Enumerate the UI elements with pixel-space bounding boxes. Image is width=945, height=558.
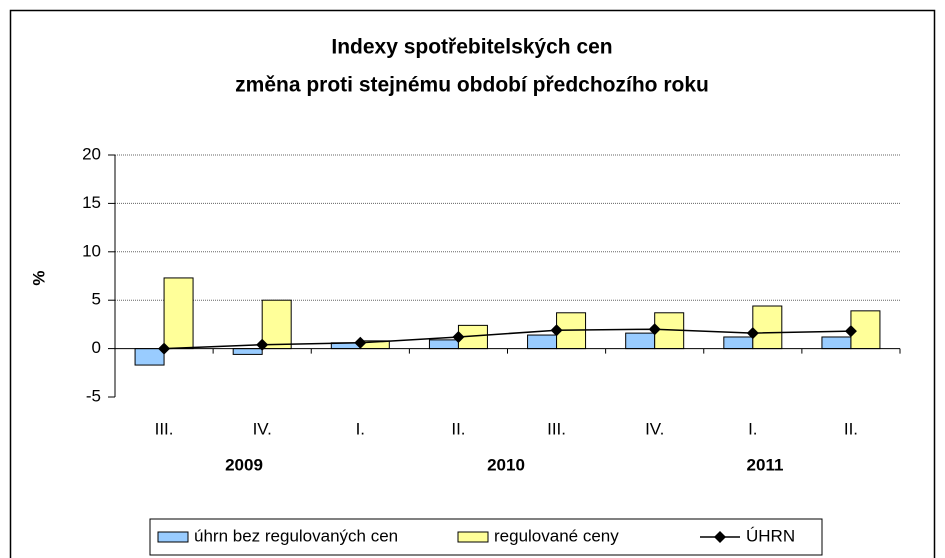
bar — [527, 334, 558, 350]
chart-subtitle: změna proti stejnému období předchozího … — [235, 74, 709, 97]
bar — [428, 339, 459, 350]
legend-marker — [714, 531, 726, 543]
bar — [625, 332, 656, 350]
year-label: 2010 — [487, 455, 525, 474]
x-tick-label: II. — [844, 419, 858, 438]
legend-label: ÚHRN — [746, 526, 795, 545]
y-tick-label: 5 — [92, 290, 101, 309]
bar — [752, 305, 783, 350]
x-tick-label: II. — [451, 419, 465, 438]
y-tick-label: 20 — [82, 144, 101, 163]
bar — [163, 277, 194, 350]
y-tick-label: 15 — [82, 193, 101, 212]
x-tick-label: IV. — [645, 419, 664, 438]
bar — [821, 336, 852, 350]
marker — [256, 338, 269, 351]
marker — [648, 323, 661, 336]
year-label: 2011 — [747, 455, 784, 474]
x-tick-label: III. — [547, 419, 566, 438]
legend-label: regulované ceny — [494, 526, 619, 545]
marker — [452, 330, 465, 343]
marker — [550, 324, 563, 337]
marker — [158, 342, 171, 355]
y-tick-label: -5 — [86, 386, 101, 405]
marker — [844, 325, 857, 338]
bar — [232, 348, 263, 355]
legend-label: úhrn bez regulovaných cen — [194, 526, 398, 545]
y-axis-label: % — [29, 270, 48, 285]
line — [164, 328, 851, 350]
chart-border — [9, 9, 936, 558]
marker — [354, 336, 367, 349]
x-tick-label: IV. — [253, 419, 272, 438]
bar — [723, 336, 754, 350]
y-tick-label: 10 — [82, 241, 101, 260]
y-tick-label: 0 — [92, 338, 101, 357]
bar — [261, 299, 292, 350]
chart-title: Indexy spotřebitelských cen — [331, 36, 612, 59]
year-label: 2009 — [225, 455, 263, 474]
legend-swatch — [157, 531, 189, 543]
bar — [134, 348, 165, 366]
legend-swatch — [457, 531, 489, 543]
x-tick-label: III. — [155, 419, 174, 438]
x-tick-label: I. — [356, 419, 365, 438]
marker — [746, 327, 759, 340]
x-tick-label: I. — [748, 419, 757, 438]
